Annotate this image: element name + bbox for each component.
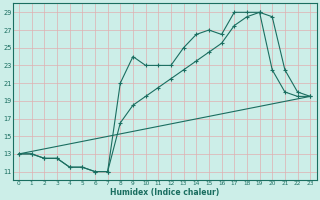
X-axis label: Humidex (Indice chaleur): Humidex (Indice chaleur) <box>110 188 219 197</box>
